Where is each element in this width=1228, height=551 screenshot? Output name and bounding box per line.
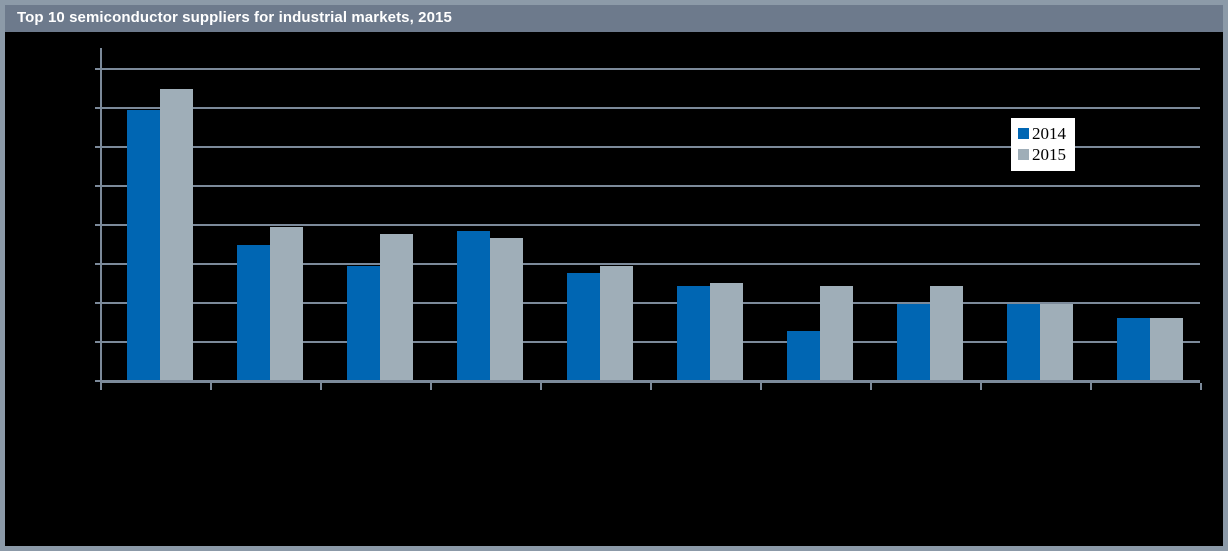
x-axis-tick	[430, 383, 432, 390]
y-axis-tick	[95, 380, 102, 382]
gridline	[100, 185, 1200, 187]
bar-2014-8	[897, 303, 930, 380]
y-axis-tick	[95, 341, 102, 343]
x-axis-tick	[100, 383, 102, 390]
y-axis-tick	[95, 107, 102, 109]
bar-2015-8	[930, 286, 963, 380]
x-axis-tick	[540, 383, 542, 390]
x-axis-tick	[980, 383, 982, 390]
y-axis-tick	[95, 224, 102, 226]
square-swatch-icon	[1018, 128, 1029, 139]
bar-2015-4	[490, 237, 523, 380]
y-axis-tick	[95, 146, 102, 148]
bar-2015-10	[1150, 317, 1183, 380]
chart-canvas: 2014 2015	[5, 32, 1223, 546]
bar-2014-9	[1007, 303, 1040, 380]
x-axis-tick	[210, 383, 212, 390]
x-axis-tick	[760, 383, 762, 390]
bar-2015-3	[380, 234, 413, 380]
gridline	[100, 146, 1200, 148]
x-axis-tick	[320, 383, 322, 390]
bars-layer	[100, 48, 1200, 380]
y-axis-tick	[95, 68, 102, 70]
legend-item-2014[interactable]: 2014	[1018, 123, 1066, 144]
legend-item-label: 2014	[1032, 124, 1066, 143]
bar-2014-2	[237, 244, 270, 380]
bar-2015-9	[1040, 303, 1073, 380]
bar-2014-3	[347, 265, 380, 380]
x-axis-tick	[870, 383, 872, 390]
y-axis-line	[100, 48, 102, 382]
x-axis-tick	[1090, 383, 1092, 390]
chart-legend: 2014 2015	[1011, 118, 1075, 171]
gridline	[100, 224, 1200, 226]
bar-2014-7	[787, 331, 820, 380]
bar-2014-4	[457, 230, 490, 380]
bar-2015-7	[820, 286, 853, 380]
x-axis-line	[100, 380, 1200, 383]
gridline	[100, 68, 1200, 70]
plot-area	[95, 48, 1202, 390]
bar-2014-6	[677, 286, 710, 380]
gridline	[100, 302, 1200, 304]
legend-item-label: 2015	[1032, 145, 1066, 164]
bar-2014-5	[567, 272, 600, 380]
bar-2015-5	[600, 265, 633, 380]
page-title: Top 10 semiconductor suppliers for indus…	[17, 9, 452, 26]
gridline	[100, 263, 1200, 265]
y-axis-tick	[95, 185, 102, 187]
y-axis-tick	[95, 263, 102, 265]
square-swatch-icon	[1018, 149, 1029, 160]
chart-header-bar: Top 10 semiconductor suppliers for indus…	[5, 5, 1223, 32]
y-axis-tick	[95, 302, 102, 304]
bar-2015-6	[710, 282, 743, 380]
bar-2014-1	[127, 109, 160, 380]
x-axis-tick	[650, 383, 652, 390]
bar-2015-1	[160, 88, 193, 380]
gridline	[100, 341, 1200, 343]
bar-2014-10	[1117, 317, 1150, 380]
bar-2015-2	[270, 227, 303, 380]
x-axis-tick	[1200, 383, 1202, 390]
legend-item-2015[interactable]: 2015	[1018, 144, 1066, 165]
gridline	[100, 107, 1200, 109]
